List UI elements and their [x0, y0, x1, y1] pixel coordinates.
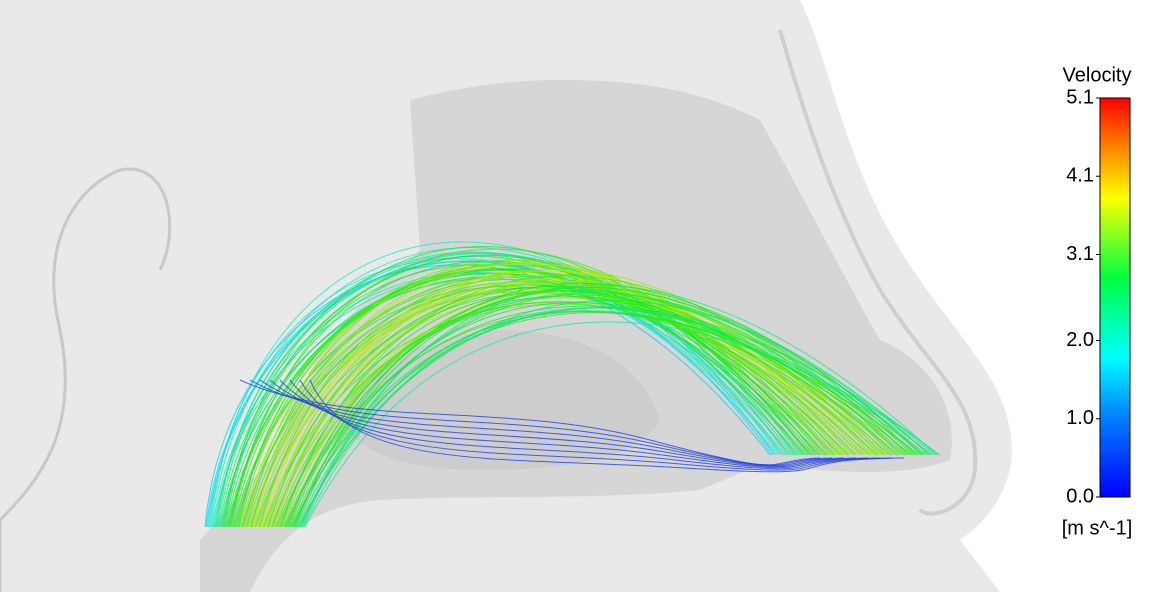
streamline	[309, 379, 905, 473]
colorbar-title: Velocity	[1063, 64, 1132, 86]
streamline	[238, 269, 828, 528]
colorbar: Velocity [m s^-1] 0.0 1.0 2.0 3.1 4.1 5.1	[1062, 64, 1133, 539]
colorbar-tick-label: 2.0	[1066, 329, 1094, 351]
streamline	[259, 379, 845, 467]
nasal-cavity	[200, 80, 952, 592]
streamline	[233, 285, 821, 528]
colorbar-tick-label: 1.0	[1066, 407, 1094, 429]
streamline	[291, 312, 918, 528]
streamline	[239, 379, 821, 466]
streamline	[300, 310, 933, 528]
streamline	[221, 278, 800, 528]
streamline	[232, 267, 819, 528]
streamline	[267, 286, 878, 528]
streamline	[222, 255, 801, 528]
ear-outline	[0, 167, 172, 592]
streamline	[295, 301, 926, 528]
streamline	[249, 379, 833, 466]
streamline	[304, 321, 941, 528]
streamline	[292, 311, 920, 528]
colorbar-tick-label: 0.0	[1066, 485, 1094, 507]
colorbar-tick-label: 3.1	[1066, 243, 1094, 265]
streamline	[270, 303, 884, 528]
streamline	[252, 263, 853, 528]
streamline	[303, 307, 939, 528]
streamline	[299, 379, 893, 471]
streamline	[278, 297, 897, 528]
streamline	[266, 282, 876, 528]
streamline	[242, 281, 836, 528]
colorbar-tick-label: 5.1	[1066, 86, 1094, 108]
nose-outline	[778, 29, 978, 516]
streamline	[257, 279, 861, 528]
streamline	[279, 379, 869, 469]
colorbar-unit: [m s^-1]	[1062, 517, 1133, 539]
colorbar-tick-label: 4.1	[1066, 165, 1094, 187]
streamline	[289, 379, 881, 470]
streamline	[302, 284, 937, 528]
streamline	[289, 292, 916, 528]
streamline	[269, 379, 857, 468]
streamlines	[204, 241, 941, 528]
streamline	[216, 261, 792, 528]
streamline	[229, 276, 813, 528]
colorbar-gradient	[1099, 97, 1131, 498]
streamline	[293, 286, 922, 528]
